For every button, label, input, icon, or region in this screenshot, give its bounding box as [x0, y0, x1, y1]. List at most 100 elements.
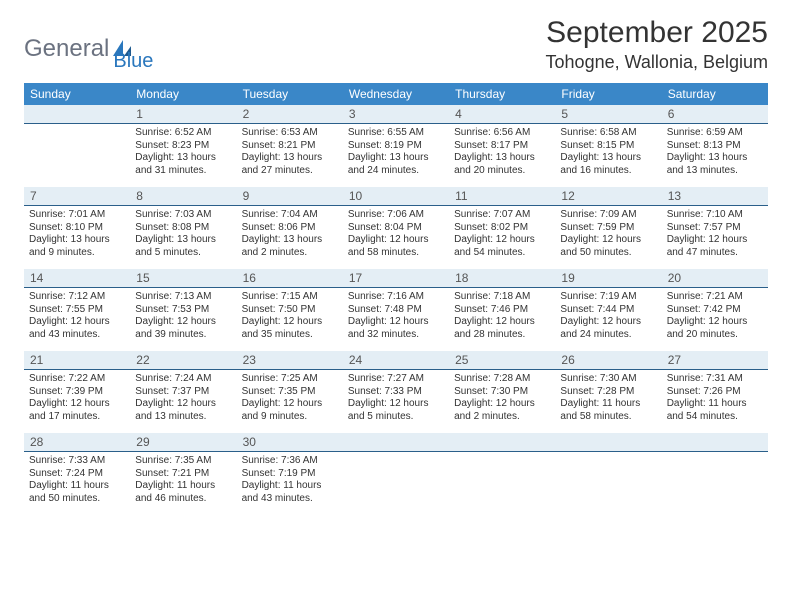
day-cell: Sunrise: 7:27 AMSunset: 7:33 PMDaylight:…	[343, 370, 449, 430]
logo-text-blue: Blue	[113, 50, 153, 73]
title-block: September 2025 Tohogne, Wallonia, Belgiu…	[546, 16, 768, 73]
day-number: 23	[237, 351, 343, 370]
day-detail-line: Sunrise: 6:59 AM	[667, 127, 763, 140]
day-cell: Sunrise: 7:03 AMSunset: 8:08 PMDaylight:…	[130, 206, 236, 266]
day-number: 20	[662, 269, 768, 288]
day-detail-line: Sunrise: 7:03 AM	[135, 209, 231, 222]
day-number: 30	[237, 433, 343, 452]
day-detail-line: and 28 minutes.	[454, 329, 550, 342]
day-number: 26	[555, 351, 661, 370]
day-cell: Sunrise: 7:01 AMSunset: 8:10 PMDaylight:…	[24, 206, 130, 266]
day-detail-line: Daylight: 12 hours	[667, 234, 763, 247]
day-number	[555, 433, 661, 452]
dow-saturday: Saturday	[662, 83, 768, 105]
day-cell: Sunrise: 7:04 AMSunset: 8:06 PMDaylight:…	[237, 206, 343, 266]
week-content-row: Sunrise: 7:01 AMSunset: 8:10 PMDaylight:…	[24, 206, 768, 266]
dow-friday: Friday	[555, 83, 661, 105]
day-cell: Sunrise: 7:13 AMSunset: 7:53 PMDaylight:…	[130, 288, 236, 348]
day-detail-line: Sunset: 8:15 PM	[560, 140, 656, 153]
day-detail-line: and 46 minutes.	[135, 493, 231, 506]
dow-sunday: Sunday	[24, 83, 130, 105]
day-detail-line: Sunrise: 7:22 AM	[29, 373, 125, 386]
day-cell: Sunrise: 7:19 AMSunset: 7:44 PMDaylight:…	[555, 288, 661, 348]
day-detail-line: and 2 minutes.	[454, 411, 550, 424]
day-detail-line: Sunset: 8:08 PM	[135, 222, 231, 235]
day-detail-line: Daylight: 13 hours	[242, 234, 338, 247]
day-detail-line: Daylight: 11 hours	[29, 480, 125, 493]
day-number	[343, 433, 449, 452]
day-number-row: 123456	[24, 105, 768, 124]
day-detail-line: Daylight: 13 hours	[135, 152, 231, 165]
day-detail-line: and 58 minutes.	[348, 247, 444, 260]
day-detail-line: Sunset: 7:50 PM	[242, 304, 338, 317]
day-detail-line: Daylight: 12 hours	[348, 234, 444, 247]
day-detail-line: Sunrise: 7:06 AM	[348, 209, 444, 222]
day-detail-line: and 50 minutes.	[560, 247, 656, 260]
day-cell: Sunrise: 6:56 AMSunset: 8:17 PMDaylight:…	[449, 124, 555, 184]
day-number	[24, 105, 130, 124]
day-cell: Sunrise: 7:36 AMSunset: 7:19 PMDaylight:…	[237, 452, 343, 512]
day-number-row: 14151617181920	[24, 269, 768, 288]
day-number: 3	[343, 105, 449, 124]
day-detail-line: and 50 minutes.	[29, 493, 125, 506]
day-number-row: 21222324252627	[24, 351, 768, 370]
day-detail-line: Sunset: 7:19 PM	[242, 468, 338, 481]
calendar-page: General Blue September 2025 Tohogne, Wal…	[0, 0, 792, 527]
day-detail-line: and 13 minutes.	[135, 411, 231, 424]
week-content-row: Sunrise: 7:22 AMSunset: 7:39 PMDaylight:…	[24, 370, 768, 430]
day-detail-line: Daylight: 12 hours	[560, 316, 656, 329]
day-cell: Sunrise: 7:10 AMSunset: 7:57 PMDaylight:…	[662, 206, 768, 266]
day-detail-line: Sunrise: 7:30 AM	[560, 373, 656, 386]
day-detail-line: and 54 minutes.	[667, 411, 763, 424]
day-detail-line: Daylight: 11 hours	[242, 480, 338, 493]
day-detail-line: Daylight: 12 hours	[454, 316, 550, 329]
day-detail-line: Sunrise: 6:58 AM	[560, 127, 656, 140]
day-detail-line: Daylight: 12 hours	[454, 398, 550, 411]
day-number: 28	[24, 433, 130, 452]
day-cell: Sunrise: 7:06 AMSunset: 8:04 PMDaylight:…	[343, 206, 449, 266]
day-cell: Sunrise: 6:55 AMSunset: 8:19 PMDaylight:…	[343, 124, 449, 184]
day-detail-line: Sunset: 7:26 PM	[667, 386, 763, 399]
day-detail-line: and 31 minutes.	[135, 165, 231, 178]
day-detail-line: Sunrise: 6:53 AM	[242, 127, 338, 140]
day-detail-line: Sunrise: 6:56 AM	[454, 127, 550, 140]
day-detail-line: Sunset: 7:24 PM	[29, 468, 125, 481]
day-detail-line: Sunset: 8:10 PM	[29, 222, 125, 235]
day-detail-line: Sunset: 7:21 PM	[135, 468, 231, 481]
day-detail-line: Sunrise: 7:13 AM	[135, 291, 231, 304]
day-detail-line: Sunrise: 7:36 AM	[242, 455, 338, 468]
day-detail-line: Sunrise: 7:04 AM	[242, 209, 338, 222]
day-number: 24	[343, 351, 449, 370]
day-detail-line: Daylight: 12 hours	[454, 234, 550, 247]
day-cell: Sunrise: 7:07 AMSunset: 8:02 PMDaylight:…	[449, 206, 555, 266]
day-detail-line: and 16 minutes.	[560, 165, 656, 178]
day-detail-line: and 24 minutes.	[348, 165, 444, 178]
day-detail-line: Daylight: 13 hours	[348, 152, 444, 165]
day-detail-line: and 39 minutes.	[135, 329, 231, 342]
day-detail-line: Daylight: 13 hours	[29, 234, 125, 247]
day-detail-line: and 9 minutes.	[29, 247, 125, 260]
day-number: 15	[130, 269, 236, 288]
day-detail-line: and 35 minutes.	[242, 329, 338, 342]
day-number: 4	[449, 105, 555, 124]
day-detail-line: Sunset: 7:44 PM	[560, 304, 656, 317]
week-content-row: Sunrise: 6:52 AMSunset: 8:23 PMDaylight:…	[24, 124, 768, 184]
day-detail-line: Sunrise: 7:25 AM	[242, 373, 338, 386]
day-detail-line: Sunset: 8:06 PM	[242, 222, 338, 235]
day-detail-line: Sunrise: 7:33 AM	[29, 455, 125, 468]
day-cell: Sunrise: 6:52 AMSunset: 8:23 PMDaylight:…	[130, 124, 236, 184]
day-detail-line: Sunset: 8:21 PM	[242, 140, 338, 153]
day-detail-line: Daylight: 13 hours	[454, 152, 550, 165]
day-detail-line: Sunrise: 7:18 AM	[454, 291, 550, 304]
week-content-row: Sunrise: 7:33 AMSunset: 7:24 PMDaylight:…	[24, 452, 768, 512]
day-number: 25	[449, 351, 555, 370]
day-detail-line: Daylight: 13 hours	[135, 234, 231, 247]
day-cell: Sunrise: 6:58 AMSunset: 8:15 PMDaylight:…	[555, 124, 661, 184]
day-detail-line: and 58 minutes.	[560, 411, 656, 424]
dow-thursday: Thursday	[449, 83, 555, 105]
day-detail-line: Sunrise: 7:10 AM	[667, 209, 763, 222]
day-detail-line: Daylight: 13 hours	[560, 152, 656, 165]
day-number: 11	[449, 187, 555, 206]
day-detail-line: Sunrise: 7:21 AM	[667, 291, 763, 304]
logo: General Blue	[24, 16, 153, 73]
